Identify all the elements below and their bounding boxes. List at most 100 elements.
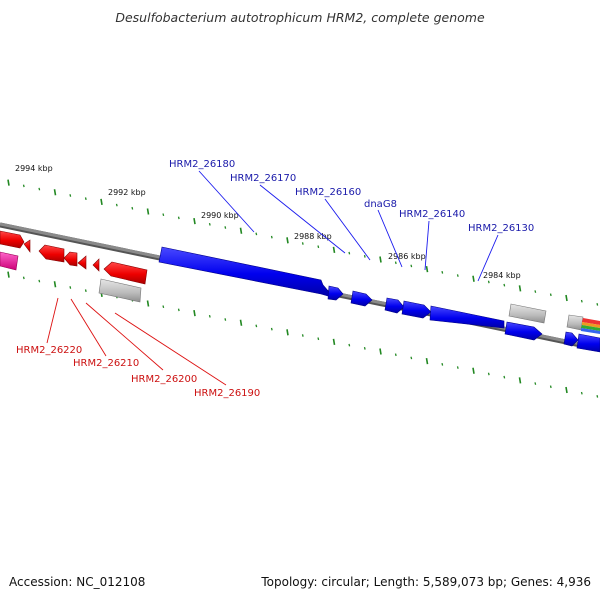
gene-right-1[interactable] (563, 331, 579, 347)
scale-tick (239, 319, 243, 326)
scale-tick (472, 275, 475, 282)
scale-tick (193, 309, 196, 317)
gene-HRM2_26190[interactable] (103, 261, 148, 285)
gene-label[interactable]: HRM2_26220 (16, 345, 82, 356)
scale-tick (425, 358, 429, 365)
scale-tick (255, 324, 258, 328)
scale-tick (146, 300, 150, 307)
scale-tick (162, 305, 165, 309)
feature-grey-2[interactable] (508, 303, 547, 324)
scale-tick (255, 232, 258, 236)
scale-tick (38, 187, 41, 191)
scale-tick (534, 382, 537, 385)
forward-genes (158, 246, 600, 353)
scale-tick (239, 227, 243, 234)
feature-magenta[interactable] (0, 251, 19, 271)
scale-tick (100, 198, 103, 206)
gene-red-edge[interactable] (0, 230, 25, 249)
gene-label[interactable]: HRM2_26160 (295, 187, 361, 198)
reverse-label-lines (46, 297, 227, 386)
scale-tick (53, 281, 57, 288)
gene-dnaG8[interactable] (384, 297, 405, 314)
scale-tick (193, 217, 196, 225)
reverse-genes (0, 230, 148, 285)
kbp-labels: 2994 kbp 2992 kbp 2990 kbp 2988 kbp 2986… (15, 164, 521, 280)
feature-grey-1[interactable] (98, 278, 142, 303)
kbp-label: 2988 kbp (294, 232, 332, 241)
gene-label[interactable]: HRM2_26210 (73, 358, 139, 369)
inner-tick-ring (7, 271, 599, 398)
scale-tick (549, 293, 552, 297)
scale-tick (317, 337, 320, 341)
gene-label[interactable]: HRM2_26140 (399, 209, 465, 220)
gene-label[interactable]: HRM2_26190 (194, 388, 260, 399)
scale-tick (503, 375, 506, 379)
gene-HRM2_26160[interactable] (350, 290, 373, 307)
outer-tick-ring (7, 179, 599, 306)
gene-red-small[interactable] (23, 239, 31, 253)
gene-HRM2_26180[interactable] (158, 246, 330, 297)
scale-tick (394, 353, 397, 357)
scale-tick (208, 314, 211, 318)
scale-tick (441, 362, 444, 366)
scale-tick (487, 372, 490, 376)
scale-tick (131, 206, 134, 210)
scale-tick (565, 386, 568, 394)
kbp-label: 2992 kbp (108, 188, 146, 197)
gene-label[interactable]: HRM2_26200 (131, 374, 197, 385)
scale-tick (286, 329, 289, 336)
scale-tick (348, 343, 351, 347)
gene-HRM2_26140[interactable] (401, 300, 432, 319)
scale-tick (596, 395, 599, 398)
kbp-label: 2990 kbp (201, 211, 239, 220)
scale-tick (177, 308, 180, 312)
scale-tick (84, 197, 87, 201)
scale-tick (487, 280, 490, 284)
scale-tick (534, 290, 537, 293)
scale-tick (22, 184, 25, 188)
forward-gene-labels: HRM2_26180 HRM2_26170 HRM2_26160 dnaG8 H… (169, 159, 534, 234)
gene-HRM2_26130[interactable] (504, 321, 543, 341)
scale-tick (69, 194, 72, 197)
scale-tick (38, 279, 41, 283)
scale-tick (22, 276, 25, 280)
reverse-gene-labels: HRM2_26220 HRM2_26210 HRM2_26200 HRM2_26… (16, 345, 260, 399)
scale-tick (270, 235, 273, 239)
scale-tick (456, 274, 459, 277)
gene-HRM2_26220b[interactable] (63, 251, 78, 267)
gene-HRM2_26170[interactable] (327, 285, 344, 301)
scale-tick (317, 245, 320, 249)
scale-tick (115, 203, 118, 207)
gene-label[interactable]: HRM2_26180 (169, 159, 235, 170)
feature-multicolor[interactable] (581, 318, 600, 334)
gene-right-2[interactable] (576, 333, 600, 353)
scale-tick (301, 242, 304, 245)
scale-tick (580, 299, 583, 303)
scale-tick (425, 266, 429, 273)
kbp-label: 2986 kbp (388, 252, 426, 261)
scale-tick (286, 237, 289, 244)
feature-grey-3[interactable] (566, 314, 584, 331)
other-features (98, 278, 600, 334)
gene-label[interactable]: HRM2_26130 (468, 223, 534, 234)
scale-tick (84, 289, 87, 293)
scale-tick (441, 270, 444, 274)
gene-HRM2_26130a[interactable] (429, 305, 505, 329)
scale-tick (565, 294, 568, 302)
scale-tick (208, 222, 211, 226)
gene-HRM2_26220[interactable] (38, 244, 65, 263)
scale-tick (596, 303, 599, 306)
scale-tick (379, 348, 382, 355)
map-title: Desulfobacterium autotrophicum HRM2, com… (115, 10, 485, 25)
scale-tick (162, 213, 165, 217)
scale-tick (549, 385, 552, 389)
scale-tick (410, 264, 413, 268)
scale-tick (456, 366, 459, 369)
gene-HRM2_26200[interactable] (92, 258, 100, 272)
gene-label[interactable]: dnaG8 (364, 199, 397, 210)
scale-tick (224, 226, 227, 229)
gene-label[interactable]: HRM2_26170 (230, 173, 296, 184)
scale-tick (7, 271, 10, 278)
gene-HRM2_26210[interactable] (77, 255, 87, 270)
